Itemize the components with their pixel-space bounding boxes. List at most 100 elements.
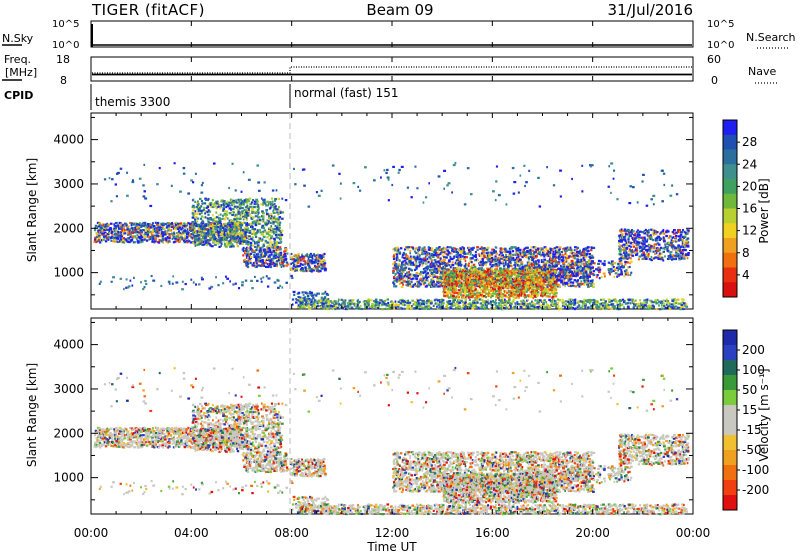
- power-cell: [487, 302, 490, 305]
- power-cell: [439, 265, 442, 268]
- power-cell: [375, 302, 379, 306]
- power-cell: [570, 250, 574, 253]
- power-cell: [223, 203, 227, 206]
- power-cell: [99, 226, 102, 229]
- power-cell: [196, 200, 199, 203]
- power-cell: [137, 228, 140, 231]
- power-cell: [235, 213, 238, 216]
- power-cell: [244, 261, 247, 264]
- power-cell: [246, 221, 249, 225]
- power-cell: [565, 254, 568, 257]
- power-cell: [461, 255, 464, 258]
- power-cell: [271, 222, 274, 225]
- power-cell: [536, 302, 539, 305]
- power-cell: [576, 255, 579, 258]
- power-cell: [502, 301, 504, 304]
- power-cell: [162, 233, 165, 236]
- power-cell: [270, 215, 273, 218]
- power-cell: [291, 303, 294, 306]
- power-cell: [279, 211, 282, 214]
- power-cell: [357, 301, 360, 305]
- power-cell: [392, 262, 395, 266]
- power-cell: [409, 257, 413, 260]
- power-cell: [278, 229, 282, 232]
- power-cell: [302, 293, 305, 297]
- power-cell: [669, 303, 672, 306]
- power-cell: [386, 298, 390, 301]
- power-cell: [577, 272, 580, 276]
- power-cell: [242, 203, 245, 206]
- power-cell: [548, 298, 552, 302]
- power-cell: [455, 283, 458, 286]
- power-cell: [277, 222, 281, 225]
- power-cell: [115, 232, 118, 235]
- power-cell: [626, 302, 630, 305]
- power-cell: [408, 282, 412, 285]
- power-cell: [306, 295, 310, 298]
- freq-tick-high: 18: [56, 53, 70, 66]
- power-cell: [164, 230, 167, 233]
- power-cell: [157, 235, 160, 238]
- power-cell: [431, 284, 434, 287]
- power-cell: [211, 199, 214, 202]
- power-cell: [420, 277, 423, 280]
- power-cell: [350, 306, 354, 309]
- power-cell: [246, 248, 248, 252]
- power-cell: [418, 302, 421, 305]
- power-cell: [273, 240, 276, 243]
- power-cell: [170, 228, 173, 232]
- power-cell: [257, 203, 260, 207]
- power-cell: [204, 239, 207, 242]
- power-cell: [134, 228, 137, 232]
- power-cell: [549, 254, 552, 257]
- power-cell: [255, 248, 258, 251]
- power-cell: [516, 259, 519, 262]
- power-cell: [235, 230, 238, 233]
- power-cell: [136, 230, 139, 234]
- power-cell: [324, 267, 327, 270]
- power-cell: [291, 268, 294, 272]
- power-cell: [583, 258, 586, 262]
- power-cell: [508, 252, 512, 255]
- power-cell: [461, 301, 465, 304]
- power-cell: [414, 284, 417, 287]
- power-cell: [578, 282, 582, 285]
- power-cell: [547, 254, 551, 257]
- power-cell: [656, 298, 659, 302]
- power-cell: [240, 238, 244, 241]
- power-cell: [457, 271, 459, 275]
- power-cell: [302, 270, 305, 273]
- power-cell: [310, 300, 313, 303]
- power-cell: [393, 264, 396, 267]
- power-cell: [452, 304, 456, 307]
- power-cell: [579, 275, 583, 279]
- power-cell: [397, 279, 401, 283]
- power-cell: [202, 202, 205, 205]
- power-cell: [508, 264, 512, 267]
- power-cell: [497, 302, 501, 305]
- power-cell: [640, 304, 643, 307]
- power-cell: [427, 246, 430, 249]
- power-cell: [444, 267, 447, 270]
- power-cell: [567, 271, 571, 275]
- power-cell: [512, 259, 516, 262]
- power-cell: [607, 304, 610, 307]
- power-cell: [596, 301, 599, 304]
- power-cell: [438, 255, 441, 258]
- power-cell: [162, 227, 166, 231]
- power-cell: [311, 262, 315, 265]
- power-cell: [455, 287, 457, 290]
- power-cell: [544, 246, 547, 249]
- power-cell: [241, 248, 245, 251]
- power-cell: [606, 305, 609, 308]
- power-cell: [516, 263, 519, 267]
- power-cell: [244, 249, 247, 253]
- power-cell: [397, 258, 400, 261]
- power-cell: [356, 304, 359, 307]
- nsky-panel: N.Sky 10^5 10^0 10^5 10^0 N.Search: [2, 19, 796, 51]
- power-cell: [494, 260, 498, 263]
- power-cell: [574, 246, 577, 249]
- power-cell: [480, 298, 484, 302]
- power-cell: [394, 252, 397, 256]
- power-cell: [213, 243, 217, 246]
